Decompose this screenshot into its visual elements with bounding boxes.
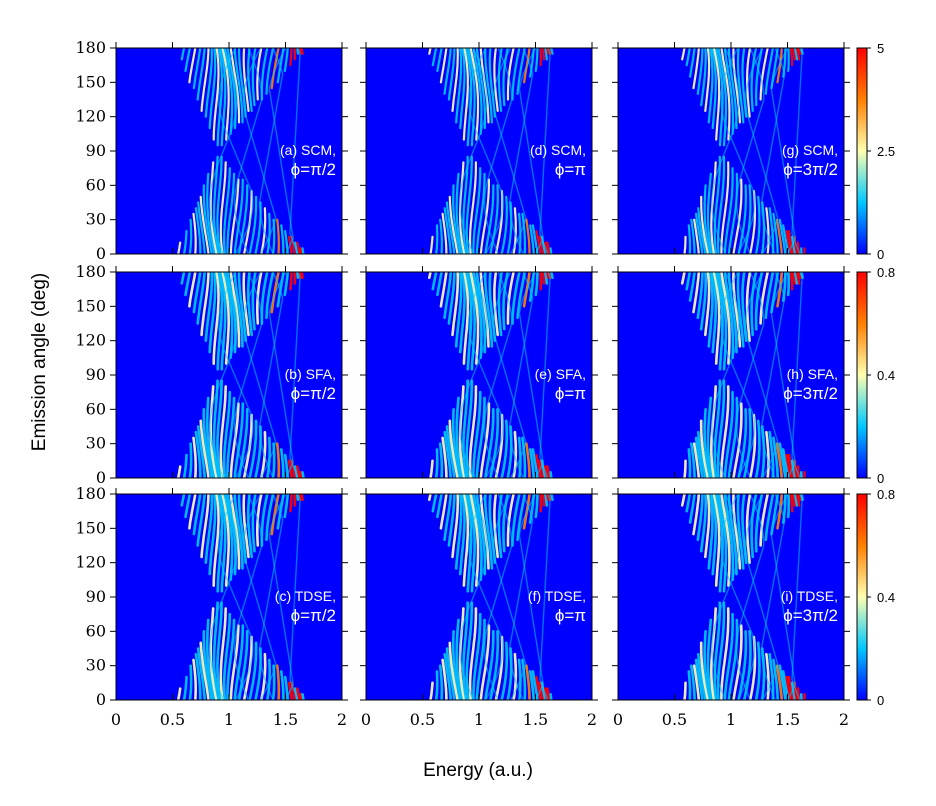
colorbar-tick-label: 0 — [877, 471, 884, 486]
axes-layer: 0306090120150180030609012015018003060901… — [75, 38, 849, 729]
panel-g: (g) SCM, ϕ=3π/2 — [612, 42, 850, 255]
colorbar-gradient — [856, 493, 868, 701]
interference-pattern — [680, 494, 804, 700]
panel-phase-a: ϕ=π/2 — [291, 160, 336, 179]
panel-label-b: (b) SFA, — [285, 366, 336, 382]
x-tick-label: 1 — [726, 710, 736, 729]
x-tick-label: 0.5 — [160, 710, 185, 729]
x-tick-label: 1.5 — [775, 710, 800, 729]
panel-phase-d: ϕ=π — [555, 160, 586, 179]
y-tick-label: 60 — [86, 175, 106, 194]
x-tick-label: 1 — [474, 710, 484, 729]
interference-pattern — [428, 494, 554, 700]
y-tick-label: 90 — [86, 141, 106, 160]
panel-d: (d) SCM, ϕ=π — [360, 42, 598, 255]
interference-pattern — [428, 48, 554, 254]
interference-pattern — [178, 48, 305, 254]
x-tick-label: 2 — [337, 710, 347, 729]
panel-label-a: (a) SCM, — [280, 142, 336, 158]
y-tick-label: 120 — [75, 553, 106, 572]
y-tick-label: 150 — [75, 72, 106, 91]
x-tick-label: 0 — [613, 710, 623, 729]
interference-pattern — [178, 272, 305, 478]
y-tick-label: 0 — [96, 468, 106, 487]
x-tick-label: 0 — [111, 710, 121, 729]
colorbar-tick-label: 0 — [877, 247, 884, 262]
panel-label-c: (c) TDSE, — [275, 588, 336, 604]
panel-label-h: (h) SFA, — [787, 366, 838, 382]
panel-phase-i: ϕ=3π/2 — [783, 606, 838, 625]
panel-label-i: (i) TDSE, — [781, 588, 838, 604]
panel-phase-g: ϕ=3π/2 — [783, 160, 838, 179]
interference-pattern — [178, 494, 305, 700]
colorbar-tick-label: 0.4 — [877, 368, 895, 383]
interference-pattern — [680, 272, 804, 478]
panel-label-f: (f) TDSE, — [528, 588, 586, 604]
interference-pattern — [428, 272, 554, 478]
colorbar-tick-label: 0.4 — [877, 590, 895, 605]
panel-phase-b: ϕ=π/2 — [291, 384, 336, 403]
panel-c: (c) TDSE, ϕ=π/2 — [110, 488, 348, 701]
panel-a: (a) SCM, ϕ=π/2 — [110, 42, 348, 255]
colorbar-tdse: 0 0.4 0.8 — [856, 487, 895, 708]
panel-b: (b) SFA, ϕ=π/2 — [110, 266, 348, 479]
y-tick-label: 30 — [86, 656, 106, 675]
x-tick-label: 0 — [361, 710, 371, 729]
panel-label-d: (d) SCM, — [530, 142, 586, 158]
y-tick-label: 60 — [86, 399, 106, 418]
y-tick-label: 150 — [75, 296, 106, 315]
y-tick-label: 180 — [75, 484, 106, 503]
y-tick-label: 0 — [96, 690, 106, 709]
y-tick-label: 30 — [86, 434, 106, 453]
panel-background — [618, 48, 844, 254]
y-tick-label: 120 — [75, 107, 106, 126]
y-tick-label: 30 — [86, 210, 106, 229]
y-tick-label: 90 — [86, 365, 106, 384]
interference-pattern — [681, 48, 804, 254]
colorbar-tick-label: 0.8 — [877, 487, 895, 502]
panel-label-g: (g) SCM, — [782, 142, 838, 158]
panel-h: (h) SFA, ϕ=3π/2 — [612, 266, 850, 479]
y-tick-label: 180 — [75, 262, 106, 281]
colorbar-tick-label: 5 — [877, 41, 884, 56]
x-tick-label: 0.5 — [662, 710, 687, 729]
panel-phase-c: ϕ=π/2 — [291, 606, 336, 625]
panel-phase-e: ϕ=π — [555, 384, 586, 403]
colorbar-scm: 02.55 — [856, 41, 895, 262]
x-tick-label: 1.5 — [523, 710, 548, 729]
panel-e: (e) SFA, ϕ=π — [360, 266, 598, 479]
colorbar-gradient — [856, 47, 868, 255]
colorbar-gradient — [856, 271, 868, 479]
x-tick-label: 2 — [587, 710, 597, 729]
y-tick-label: 0 — [96, 244, 106, 263]
panel-phase-h: ϕ=3π/2 — [783, 384, 838, 403]
x-tick-label: 2 — [839, 710, 849, 729]
panel-label-e: (e) SFA, — [535, 366, 586, 382]
y-axis-title: Emission angle (deg) — [29, 273, 50, 451]
colorbar-tick-label: 0 — [877, 693, 884, 708]
y-tick-label: 120 — [75, 331, 106, 350]
panel-phase-f: ϕ=π — [555, 606, 586, 625]
x-axis-title: Energy (a.u.) — [423, 760, 533, 781]
y-tick-label: 60 — [86, 621, 106, 640]
y-tick-label: 150 — [75, 518, 106, 537]
x-tick-label: 1 — [224, 710, 234, 729]
x-tick-label: 0.5 — [410, 710, 435, 729]
colorbar-tick-label: 0.8 — [877, 265, 895, 280]
colorbar-tick-label: 2.5 — [877, 144, 895, 159]
x-tick-label: 1.5 — [273, 710, 298, 729]
panel-f: (f) TDSE, ϕ=π — [360, 488, 598, 701]
colorbar-sfa: 0 0.4 0.8 — [856, 265, 895, 486]
y-tick-label: 90 — [86, 587, 106, 606]
panel-i: (i) TDSE, ϕ=3π/2 — [612, 488, 850, 701]
panels-layer: (a) SCM, ϕ=π/2 (d) SCM, ϕ=π (g) SCM, ϕ=3π/2 (b… — [110, 42, 850, 701]
y-tick-label: 180 — [75, 38, 106, 57]
